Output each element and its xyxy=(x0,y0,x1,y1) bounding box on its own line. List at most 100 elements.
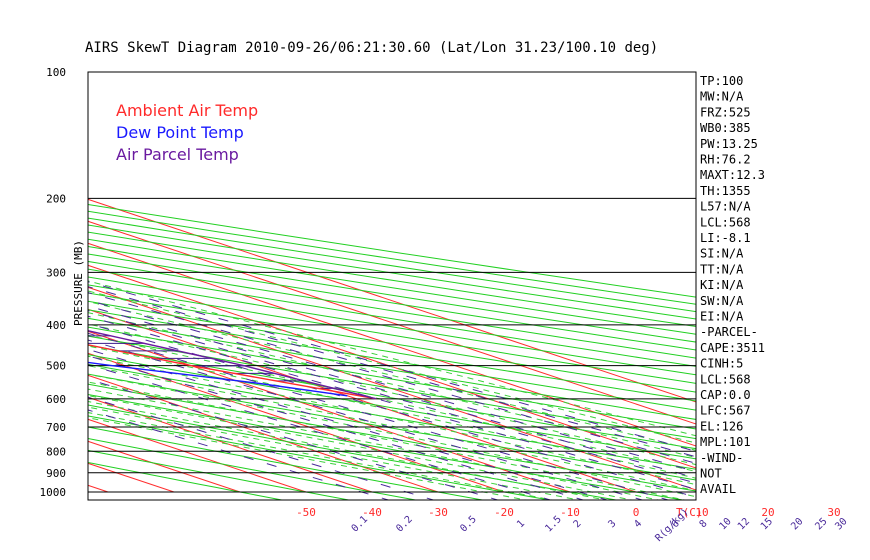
chart-title: AIRS SkewT Diagram 2010-09-26/06:21:30.6… xyxy=(85,40,658,56)
dry-adiabat-line xyxy=(88,426,486,500)
mixing-ratio-tick-label: 4 xyxy=(632,518,644,530)
mixing-ratio-line xyxy=(88,396,436,500)
isotherm-line xyxy=(88,396,373,493)
pressure-tick-label: 400 xyxy=(46,319,66,332)
bottom-temp-tick-label: 10 xyxy=(695,506,708,519)
dry-adiabat-line xyxy=(88,461,285,500)
dry-adiabat-line xyxy=(88,449,352,500)
dry-adiabat-line xyxy=(88,373,696,481)
dry-adiabat-line xyxy=(88,231,696,328)
moist-adiabat-line xyxy=(88,381,688,500)
y-axis-label: PRESSURE (MB) xyxy=(72,240,85,326)
pressure-tick-label: 1000 xyxy=(40,486,67,499)
mixing-ratio-tick-label: 0.5 xyxy=(458,514,479,535)
stat-entry: LI:-8.1 xyxy=(700,231,751,245)
parcel-temp-line xyxy=(88,330,377,400)
mixing-ratio-tick-label: 0.2 xyxy=(394,514,415,535)
mixing-ratio-tick-label: 8 xyxy=(698,518,710,530)
mixing-ratio-tick-label: 12 xyxy=(736,516,752,532)
stat-entry: L57:N/A xyxy=(700,200,751,214)
dry-adiabat-line xyxy=(88,210,696,305)
legend-entry: Dew Point Temp xyxy=(116,123,244,142)
isotherm-line xyxy=(0,72,42,492)
pressure-tick-label: 200 xyxy=(46,192,66,205)
dry-adiabat-line xyxy=(88,363,696,470)
stat-entry: CAP:0.0 xyxy=(700,388,751,402)
bottom-temp-tick-label: -40 xyxy=(362,506,382,519)
moist-adiabat-line xyxy=(88,401,608,500)
pressure-tick-label: 300 xyxy=(46,266,66,279)
stat-entry: MW:N/A xyxy=(700,90,744,104)
stat-entry: -WIND- xyxy=(700,451,743,465)
isotherm-line xyxy=(88,264,696,469)
stat-entry: EI:N/A xyxy=(700,310,744,324)
x-axis-label: T(C) xyxy=(676,506,703,519)
pressure-tick-label: 600 xyxy=(46,393,66,406)
stat-entry: MPL:101 xyxy=(700,435,751,449)
moist-adiabat-line xyxy=(88,417,529,500)
bottom-temp-tick-label: -30 xyxy=(428,506,448,519)
stat-entry: WB0:385 xyxy=(700,121,751,135)
dewpoint-temp-line xyxy=(88,361,348,397)
isotherm-line xyxy=(88,220,696,425)
stat-entry: FRZ:525 xyxy=(700,105,751,119)
isotherm-line xyxy=(88,374,439,493)
stat-entry: MAXT:12.3 xyxy=(700,168,765,182)
axis-labels: 1002003004005006007008009001000-120-110-… xyxy=(40,66,850,544)
dry-adiabat-line xyxy=(88,383,696,492)
isotherm-line xyxy=(88,286,696,491)
moist-adiabat-line xyxy=(88,334,696,473)
dry-adiabat-line xyxy=(88,404,619,500)
dry-adiabat-line xyxy=(88,415,552,500)
moist-adiabat-line xyxy=(88,373,696,498)
moist-adiabat-line xyxy=(88,412,555,500)
legend-entry: Air Parcel Temp xyxy=(116,145,239,164)
moist-adiabat-line xyxy=(88,388,661,500)
dry-adiabat-line xyxy=(88,217,696,313)
pressure-tick-label: 500 xyxy=(46,360,66,373)
mixing-ratio-tick-label: 3 xyxy=(607,518,619,530)
pressure-tick-label: 800 xyxy=(46,445,66,458)
moist-adiabat-line xyxy=(88,355,696,486)
dry-adiabat-line xyxy=(88,437,419,500)
stat-entry: EL:126 xyxy=(700,419,743,433)
stat-entry: LCL:568 xyxy=(700,372,751,386)
ambient-temp-line xyxy=(88,344,377,400)
moist-adiabat-line xyxy=(88,406,582,500)
bottom-temp-tick-label: 30 xyxy=(827,506,840,519)
mixing-ratio-line xyxy=(88,322,696,498)
isotherm-line xyxy=(88,352,505,493)
dry-adiabat-line xyxy=(88,300,696,402)
mixing-ratio-line xyxy=(88,332,670,500)
stat-entry: RH:76.2 xyxy=(700,153,751,167)
bottom-temp-tick-label: -20 xyxy=(494,506,514,519)
legend: Ambient Air Temp Dew Point Temp Air Parcel… xyxy=(116,101,258,164)
stat-entry: KI:N/A xyxy=(700,278,744,292)
bottom-temp-tick-label: -50 xyxy=(296,506,316,519)
isotherm-line xyxy=(88,418,307,493)
dry-adiabat-line xyxy=(88,309,696,411)
mixing-ratio-tick-label: 20 xyxy=(789,516,805,532)
stat-entry: -PARCEL- xyxy=(700,325,758,339)
mixing-ratio-line xyxy=(88,409,391,500)
cape-hatching xyxy=(88,335,334,389)
stat-entry: LCL:568 xyxy=(700,215,751,229)
dry-adiabat-line xyxy=(88,344,696,450)
dry-adiabat-line xyxy=(88,335,696,440)
isotherm-line xyxy=(88,198,696,403)
moist-adiabat-line xyxy=(88,323,696,466)
background-grid xyxy=(0,72,696,500)
stat-entry: TP:100 xyxy=(700,74,743,88)
plot-frame xyxy=(87,71,697,501)
dry-adiabat-line xyxy=(88,224,696,320)
profile-lines xyxy=(88,330,377,400)
mixing-ratio-line xyxy=(88,364,553,500)
isotherm-line xyxy=(88,242,696,447)
mixing-ratio-line xyxy=(88,378,500,500)
stat-entry: LFC:567 xyxy=(700,404,751,418)
mixing-ratio-tick-label: 2 xyxy=(572,518,584,530)
dry-adiabat-line xyxy=(88,393,686,500)
mixing-ratio-line xyxy=(88,348,609,500)
stat-entry: TT:N/A xyxy=(700,262,744,276)
moist-adiabat-line xyxy=(88,345,696,479)
